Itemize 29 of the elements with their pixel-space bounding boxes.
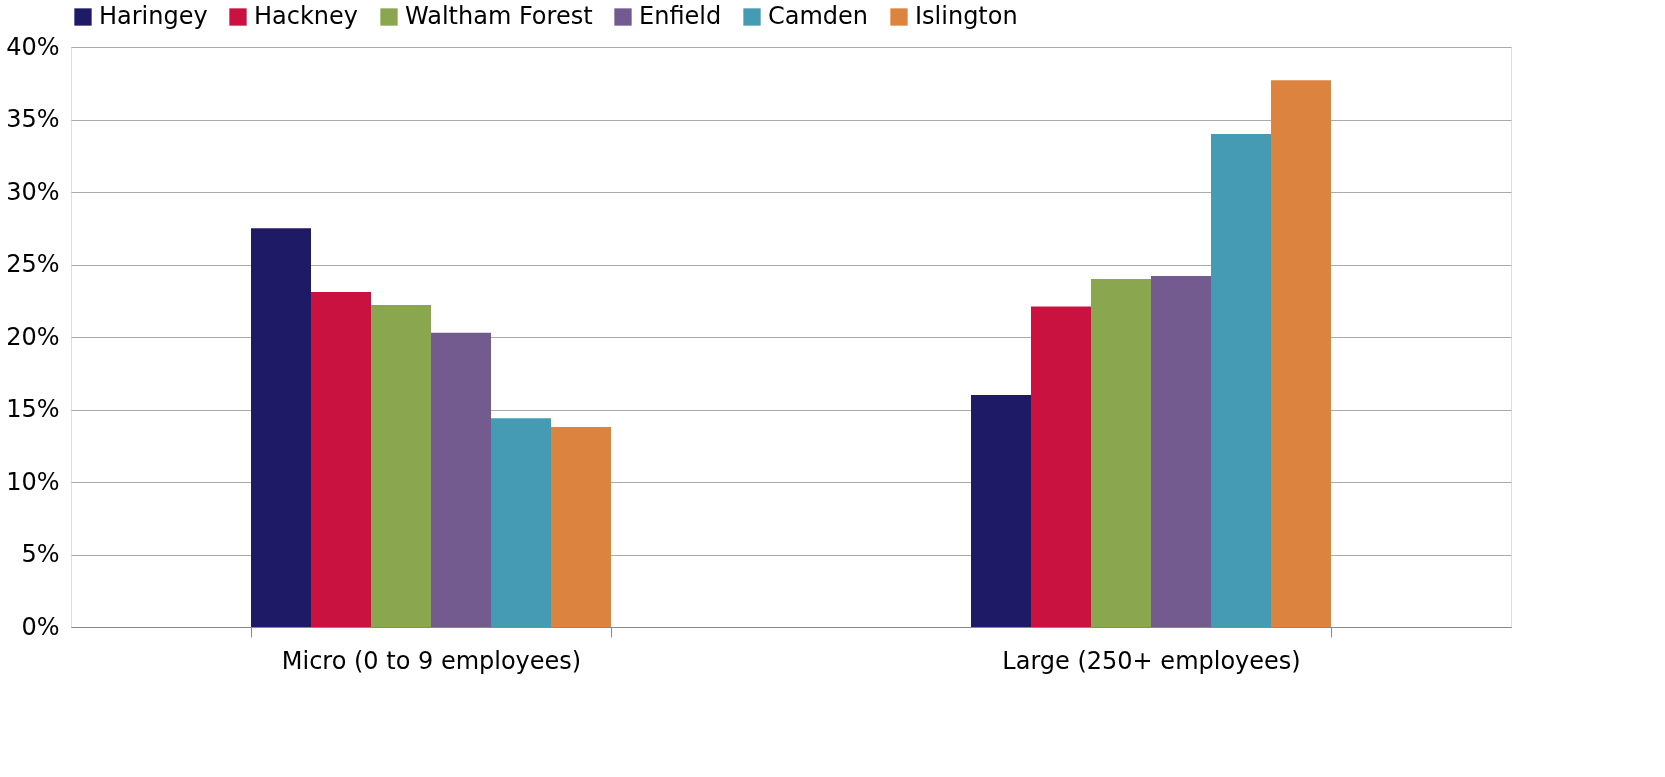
y-tick-label: 0%: [21, 612, 60, 641]
bar: [1031, 306, 1091, 627]
bar: [251, 228, 311, 627]
y-tick-label: 40%: [6, 32, 60, 61]
y-tick-label: 30%: [6, 177, 60, 206]
y-tick-label: 20%: [6, 322, 60, 351]
legend-label: Haringey: [99, 2, 208, 30]
legend-label: Camden: [768, 2, 869, 30]
bar: [1211, 134, 1271, 627]
bar: [971, 395, 1031, 627]
bar: [311, 292, 371, 627]
bar: [551, 426, 611, 627]
bar: [371, 305, 431, 627]
legend-label: Waltham Forest: [405, 2, 593, 30]
bar: [431, 332, 491, 627]
legend-label: Enfield: [639, 2, 722, 30]
bar: [1151, 276, 1211, 627]
y-tick-label: 10%: [6, 467, 60, 496]
bar: [491, 418, 551, 627]
legend-label: Islington: [915, 2, 1018, 30]
x-tick-label: Large (250+ employees): [1002, 646, 1301, 675]
y-tick-label: 15%: [6, 395, 60, 423]
y-tick-label: 35%: [6, 105, 60, 133]
legend-label: Hackney: [254, 2, 359, 30]
bar: [1091, 279, 1151, 627]
bar: [1271, 80, 1331, 627]
x-tick-label: Micro (0 to 9 employees): [281, 646, 582, 675]
y-tick-label: 5%: [21, 540, 60, 568]
y-tick-label: 25%: [6, 250, 60, 278]
